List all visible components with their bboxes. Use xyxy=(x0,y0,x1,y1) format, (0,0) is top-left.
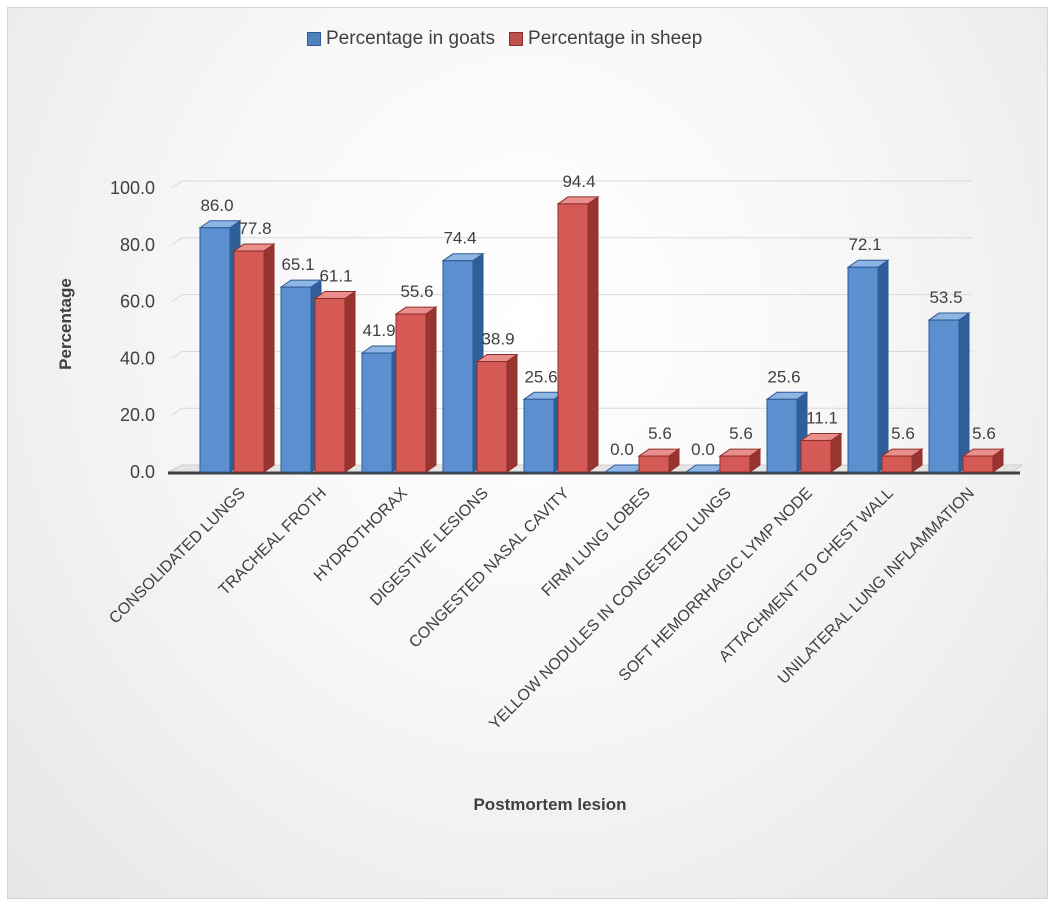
x-tick-label: CONGESTED NASAL CAVITY xyxy=(406,485,573,652)
data-label-sheep: 5.6 xyxy=(891,424,915,443)
gridline-side xyxy=(171,407,183,416)
bar-front xyxy=(766,398,798,473)
data-label-goats: 0.0 xyxy=(691,440,715,459)
bar-sheep-attachment-to-chest-wall xyxy=(880,448,924,473)
data-label-goats: 65.1 xyxy=(281,255,314,274)
x-tick-label: CONSOLIDATED LUNGS xyxy=(106,485,249,628)
bar-sheep-consolidated-lungs xyxy=(232,243,276,473)
bar-sheep-congested-nasal-cavity xyxy=(556,195,600,473)
data-label-goats: 0.0 xyxy=(610,440,634,459)
bar-front xyxy=(638,455,670,473)
bar-sheep-digestive-lesions xyxy=(475,353,519,473)
bar-front xyxy=(962,455,994,473)
data-label-goats: 53.5 xyxy=(929,288,962,307)
bar-front xyxy=(199,227,231,473)
data-label-sheep: 5.6 xyxy=(648,424,672,443)
data-label-goats: 25.6 xyxy=(767,367,800,386)
bar-front xyxy=(881,455,913,473)
data-label-goats: 41.9 xyxy=(362,321,395,340)
gridline-side xyxy=(171,350,183,359)
bar-sheep-soft-hemorrhagic-lymp-node xyxy=(799,432,843,473)
bar-sheep-tracheal-froth xyxy=(313,290,357,473)
data-label-sheep: 61.1 xyxy=(319,266,352,285)
bar-sheep-yellow-nodules-in-congested-lungs xyxy=(718,448,762,473)
x-axis-title: Postmortem lesion xyxy=(473,795,627,814)
bar-side xyxy=(587,195,599,473)
bar-side xyxy=(344,290,356,473)
bar-goats-congested-nasal-cavity xyxy=(522,391,566,473)
data-label-sheep: 77.8 xyxy=(238,219,271,238)
gridline-side xyxy=(171,294,183,303)
y-tick-label: 100.0 xyxy=(110,178,155,198)
y-tick-label: 20.0 xyxy=(120,405,155,425)
legend-item-goats: Percentage in goats xyxy=(307,28,495,50)
data-label-sheep: 94.4 xyxy=(562,172,595,191)
gridline-side xyxy=(171,237,183,246)
bar-front xyxy=(314,297,346,473)
legend-item-sheep: Percentage in sheep xyxy=(509,28,702,50)
y-tick-label: 0.0 xyxy=(130,462,155,482)
bar-goats-unilateral-lung-inflammation xyxy=(927,312,971,473)
bar-side xyxy=(263,243,275,473)
legend-swatch-sheep xyxy=(509,32,524,46)
bar-side xyxy=(877,259,889,473)
bar-sheep-hydrothorax xyxy=(394,306,438,473)
bar-goats-hydrothorax xyxy=(360,345,404,473)
legend: Percentage in goats Percentage in sheep xyxy=(307,28,702,50)
data-label-goats: 86.0 xyxy=(200,196,233,215)
y-tick-label: 60.0 xyxy=(120,292,155,312)
data-label-goats: 25.6 xyxy=(524,367,557,386)
gridline-side xyxy=(171,180,183,189)
bar-front xyxy=(800,439,832,473)
bar-side xyxy=(958,312,970,473)
legend-swatch-goats xyxy=(307,32,321,46)
bar-front xyxy=(557,203,589,473)
bar-goats-attachment-to-chest-wall xyxy=(846,259,890,473)
y-axis-title: Percentage xyxy=(56,278,75,370)
y-tick-label: 80.0 xyxy=(120,235,155,255)
legend-label-sheep: Percentage in sheep xyxy=(528,28,703,49)
data-label-sheep: 5.6 xyxy=(972,424,996,443)
bar-front xyxy=(847,266,879,473)
data-label-sheep: 11.1 xyxy=(806,408,838,427)
legend-label-goats: Percentage in goats xyxy=(326,28,496,49)
data-label-sheep: 5.6 xyxy=(729,424,753,443)
x-tick-label: ATTACHMENT TO CHEST WALL xyxy=(716,485,897,666)
bar-front xyxy=(719,455,751,473)
bar-side xyxy=(425,306,437,473)
y-tick-label: 40.0 xyxy=(120,348,155,368)
bar-front xyxy=(395,313,427,473)
data-label-sheep: 55.6 xyxy=(400,282,433,301)
bar-front xyxy=(523,398,555,473)
bar-front xyxy=(476,361,508,473)
data-label-goats: 72.1 xyxy=(848,235,881,254)
bar-side xyxy=(506,353,518,473)
bar-front xyxy=(928,319,960,473)
bar-front xyxy=(233,250,265,473)
data-label-sheep: 38.9 xyxy=(481,330,514,349)
data-label-goats: 74.4 xyxy=(443,229,476,248)
bar-sheep-unilateral-lung-inflammation xyxy=(961,448,1005,473)
bar-front xyxy=(361,352,393,473)
bar-front xyxy=(280,286,312,473)
bar-sheep-firm-lung-lobes xyxy=(637,448,681,473)
bar-front xyxy=(442,260,474,473)
